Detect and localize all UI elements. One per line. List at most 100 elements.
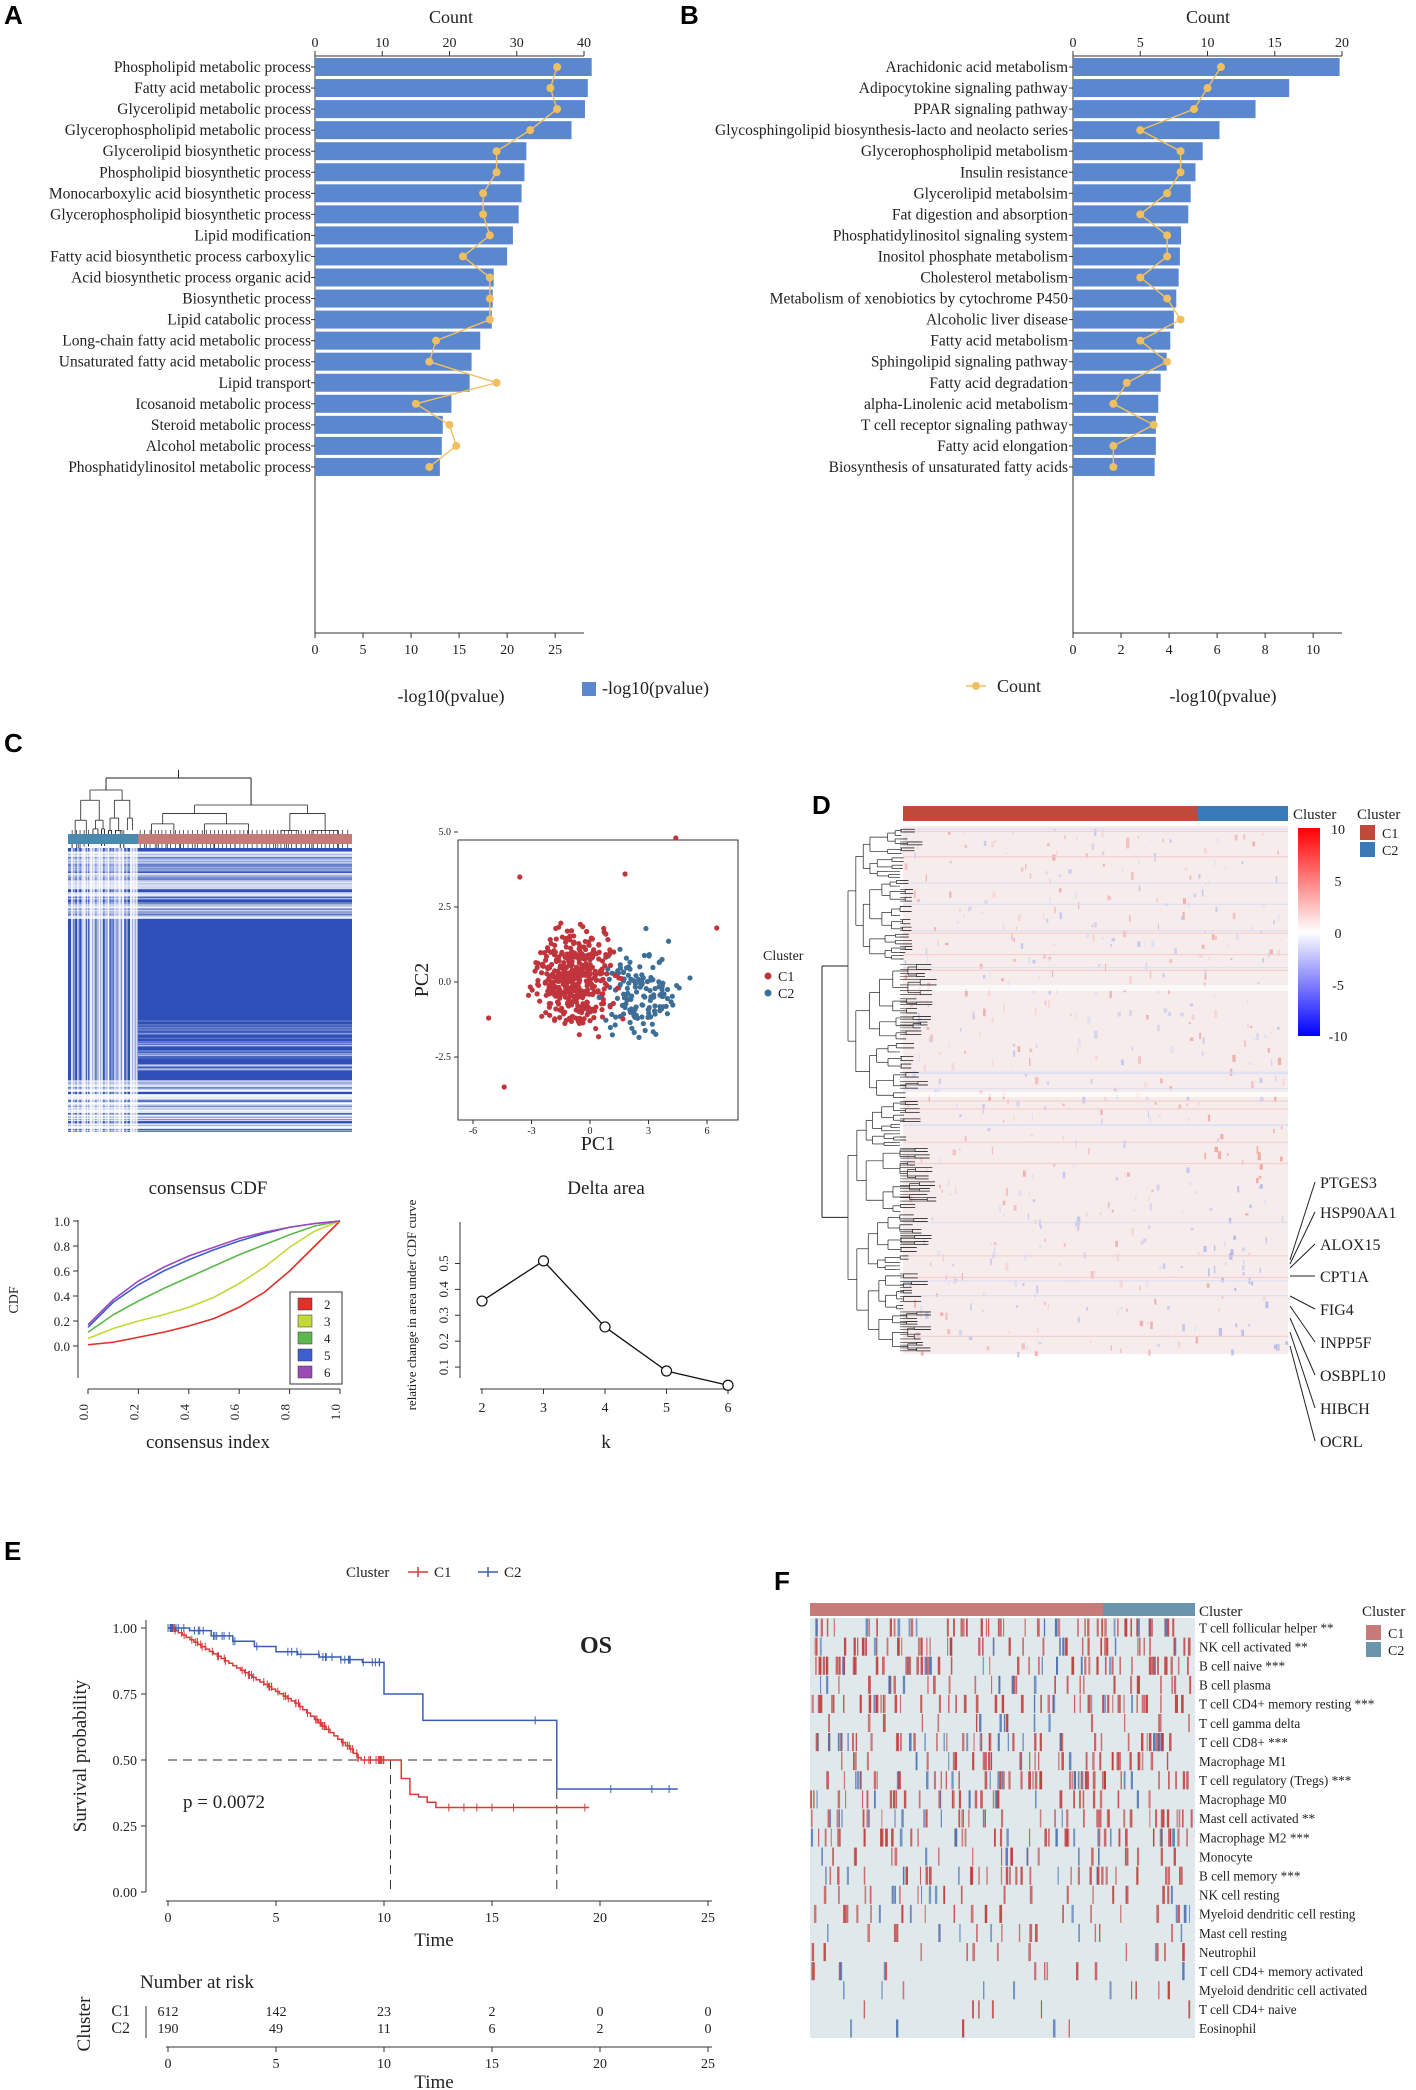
panel-b-term-label: alpha-Linolenic acid metabolism: [864, 396, 1068, 413]
pca-point-c1: [547, 991, 553, 997]
immune-cell-tick: [862, 1809, 865, 1828]
heatmap-d-cell: [1015, 1305, 1018, 1308]
heatmap-d-cell: [1038, 1341, 1042, 1345]
heatmap-d-cell: [909, 1003, 914, 1007]
pca-point-c2: [625, 972, 631, 978]
heatmap-d-cell: [1051, 970, 1054, 977]
panel-b-count-dot: [1176, 147, 1185, 156]
immune-cell-tick: [865, 1618, 869, 1637]
cdf-axis-ticks: 0.00.00.20.20.40.40.60.60.80.81.01.0: [54, 1214, 343, 1420]
pca-point-c1: [539, 1013, 545, 1019]
heatmap-d-cell: [1257, 982, 1260, 985]
heatmap-d-cell: [1213, 1010, 1218, 1019]
immune-cell-tick: [923, 1809, 925, 1828]
immune-cell-tick: [826, 1771, 829, 1790]
heatmap-d-row: [903, 1124, 1288, 1126]
risk-x-tick-label: 20: [593, 2057, 607, 2072]
heatmap-d-cell: [1043, 954, 1046, 959]
immune-cell-tick: [1116, 1752, 1120, 1771]
pca-point-c2: [627, 1019, 633, 1026]
heatmap-d-cell: [1147, 1110, 1149, 1118]
immune-cell-tick: [924, 1656, 927, 1675]
consensus-stripe: [68, 861, 352, 863]
immune-cell-tick: [978, 2000, 980, 2019]
panel-b-count-dot: [1109, 462, 1118, 471]
immune-cell-tick: [1176, 1809, 1178, 1828]
consensus-stripe: [68, 864, 352, 867]
immune-cell-tick: [1152, 1828, 1155, 1847]
immune-cell-label: Macrophage M1: [1199, 1754, 1287, 1769]
immune-cell-tick: [891, 1847, 893, 1866]
immune-cell-tick: [894, 1847, 898, 1866]
panel-b-bottom-axis-title: -log10(pvalue): [1170, 686, 1277, 707]
heatmap-d-cell: [1126, 1308, 1128, 1312]
panel-a-go-enrichment: Count -log10(pvalue) -log10(pvalue) 0 10 2…: [49, 7, 709, 707]
immune-cell-tick: [837, 1733, 840, 1752]
immune-cell-tick: [1097, 1828, 1100, 1847]
pca-point-c1: [486, 1015, 492, 1021]
immune-cell-tick: [1020, 1694, 1024, 1713]
immune-cell-tick: [1094, 1923, 1097, 1943]
heatmap-d-cell: [1197, 1102, 1200, 1106]
panel-a-bar: [315, 163, 525, 182]
immune-cell-tick: [1056, 1656, 1059, 1675]
immune-cell-tick: [1039, 1771, 1041, 1790]
heatmap-d-cell: [1145, 1281, 1148, 1289]
heatmap-d-cell: [1010, 1065, 1012, 1068]
panel-b-bar: [1073, 415, 1156, 434]
immune-cell-label: Mast cell resting: [1199, 1926, 1287, 1941]
km-x-tick-label: 10: [377, 1911, 391, 1926]
immune-cell-tick: [989, 1733, 992, 1752]
immune-cell-tick: [989, 1771, 991, 1790]
heatmap-d-cell: [1011, 933, 1013, 941]
immune-cell-tick: [1065, 1828, 1067, 1847]
panel-b-kegg-enrichment: Count -log10(pvalue) Count 0 5 10 15 200 2 4 6 8…: [715, 7, 1349, 707]
gene-label-connector: [1289, 1345, 1316, 1442]
immune-cell-tick: [820, 1618, 823, 1637]
immune-cell-tick: [958, 1809, 961, 1828]
heatmap-d-cell: [1035, 1043, 1038, 1049]
immune-cell-tick: [1028, 1943, 1031, 1962]
consensus-stripe: [68, 894, 352, 898]
cdf-curves: [87, 1220, 341, 1346]
heatmap-d-cell: [1031, 1113, 1033, 1122]
pca-point-c2: [650, 1029, 656, 1035]
immune-cell-tick: [891, 1828, 894, 1847]
heatmap-d-cell: [1005, 852, 1008, 855]
consensus-stripe: [68, 1102, 352, 1105]
immune-cell-tick: [1157, 1733, 1160, 1752]
consensus-stripe: [68, 870, 352, 872]
immune-cell-tick: [1080, 1656, 1083, 1675]
immune-cell-tick: [1003, 1713, 1006, 1733]
immune-cell-tick: [1087, 1694, 1090, 1713]
immune-cell-tick: [999, 1828, 1003, 1847]
immune-cell-tick: [831, 1694, 834, 1713]
immune-cell-tick: [852, 1733, 854, 1752]
heatmap-d-cell: [952, 1263, 955, 1267]
cdf-y-tick-label: 0.8: [54, 1239, 70, 1254]
immune-cell-tick: [847, 1733, 850, 1752]
heatmap-d-gap: [903, 985, 1288, 991]
heatmap-d-cell: [1014, 1279, 1018, 1287]
pca-point-c2: [644, 979, 650, 985]
heatmap-d-row: [903, 828, 1288, 830]
immune-cell-tick: [1160, 1809, 1164, 1828]
consensus-stripe: [68, 875, 352, 877]
heatmap-d-row: [903, 1255, 1288, 1257]
heatmap-d-cell: [1122, 930, 1127, 938]
risk-cell-c1: 23: [377, 2005, 391, 2020]
panel-a-top-tick-label: 40: [577, 36, 591, 51]
delta-x-tick-label: 3: [540, 1401, 547, 1416]
panel-a-count-dot: [492, 378, 501, 387]
immune-cell-tick: [970, 1904, 974, 1923]
immune-cell-tick: [1061, 1809, 1063, 1828]
immune-cell-tick: [994, 1790, 998, 1809]
immune-cell-tick: [1098, 1847, 1100, 1866]
immune-cell-tick: [999, 1771, 1002, 1790]
panel-a-bar: [315, 310, 492, 329]
pca-point-c1: [574, 991, 580, 997]
immune-cell-tick: [933, 1771, 937, 1790]
panel-a-count-dot: [445, 420, 454, 429]
panel-a-top-axis-title: Count: [429, 7, 473, 27]
pca-point-c1: [571, 976, 578, 982]
